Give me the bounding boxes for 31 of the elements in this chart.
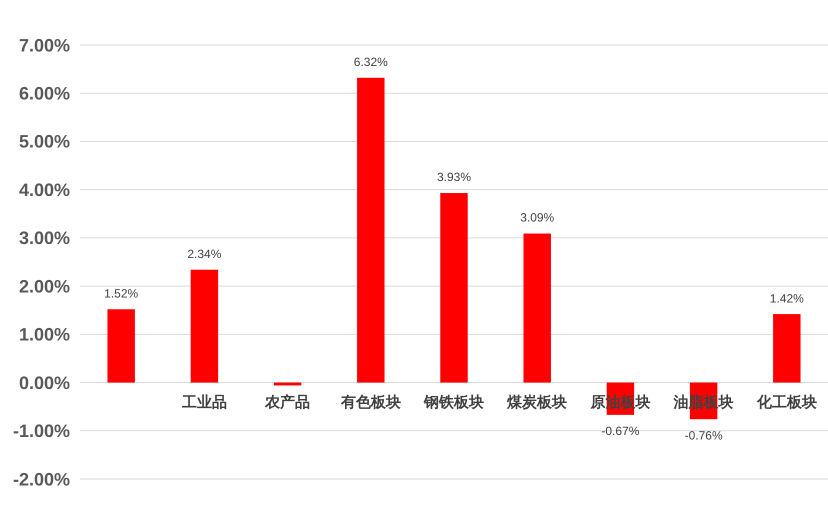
data-label: -0.67%: [601, 424, 640, 438]
data-label: -0.76%: [684, 428, 723, 442]
y-tick-label: 1.00%: [18, 324, 70, 345]
y-tick-label: -2.00%: [12, 469, 70, 490]
y-tick-label: 2.00%: [18, 276, 70, 296]
bar: [357, 78, 385, 383]
x-tick-label: 农产品: [264, 394, 310, 411]
x-tick-label: 工业品: [180, 394, 227, 411]
y-tick-label: -1.00%: [12, 421, 70, 442]
y-tick-label: 0.00%: [18, 372, 70, 393]
x-tick-label: 有色板块: [340, 394, 401, 411]
y-tick-label: 7.00%: [18, 35, 70, 56]
data-label: 2.34%: [187, 246, 222, 261]
data-label: 3.93%: [436, 170, 472, 184]
data-label: 3.09%: [520, 210, 555, 225]
x-tick-label: 钢铁板块: [423, 394, 484, 411]
y-tick-label: 3.00%: [18, 228, 70, 248]
y-tick-label: 6.00%: [18, 84, 70, 104]
data-label: 1.42%: [770, 291, 804, 306]
bar: [190, 270, 218, 383]
y-tick-label: 4.00%: [18, 180, 70, 200]
bar: [440, 193, 468, 383]
x-tick-label: 煤炭板块: [506, 394, 568, 411]
y-tick-label: 5.00%: [18, 132, 70, 152]
bar: [773, 314, 801, 383]
bar: [107, 309, 135, 383]
bar: [274, 382, 302, 386]
x-tick-label: 化工板块: [756, 394, 817, 411]
bar: [523, 234, 551, 383]
data-label: 6.32%: [354, 54, 388, 69]
data-label: 1.52%: [104, 286, 139, 300]
